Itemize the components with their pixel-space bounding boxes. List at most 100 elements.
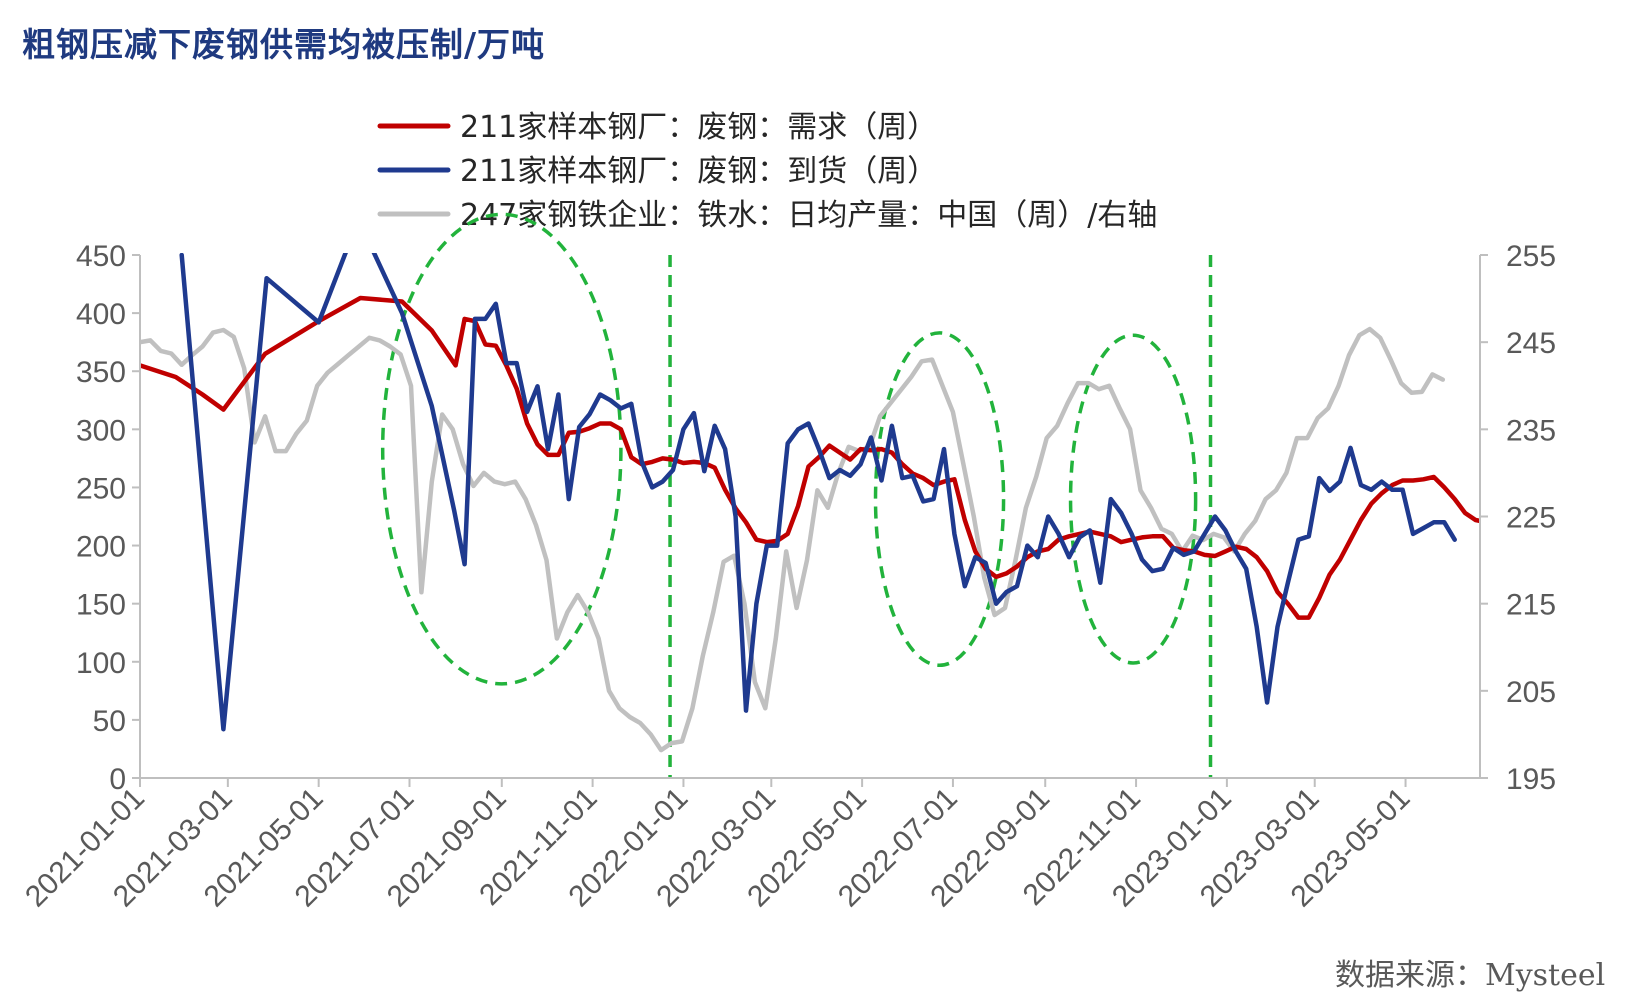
series-point-2	[1107, 384, 1111, 388]
series-point-1	[1275, 625, 1280, 629]
series-point-0	[963, 518, 967, 522]
series-point-1	[1004, 590, 1009, 594]
series-point-1	[400, 311, 404, 315]
series-point-0	[1390, 483, 1394, 487]
series-point-1	[556, 392, 561, 397]
series-point-1	[452, 509, 456, 513]
series-point-0	[661, 456, 665, 460]
series-point-2	[565, 610, 569, 615]
series-point-0	[921, 476, 925, 480]
series-point-2	[1003, 606, 1007, 610]
series-point-1	[1077, 535, 1082, 540]
series-point-0	[263, 352, 267, 356]
series-point-0	[463, 317, 467, 321]
series-point-0	[483, 342, 487, 347]
series-point-1	[1150, 569, 1154, 573]
series-point-1	[608, 398, 613, 402]
series-point-2	[419, 590, 423, 594]
series-point-1	[890, 424, 894, 428]
series-point-1	[1359, 483, 1363, 487]
series-point-0	[713, 466, 717, 470]
series-point-2	[1118, 406, 1122, 410]
series-point-0	[221, 408, 225, 412]
series-point-1	[567, 497, 571, 501]
series-point-2	[294, 432, 298, 436]
series-point-1	[806, 421, 811, 426]
series-point-0	[827, 444, 832, 448]
series-point-1	[963, 584, 967, 588]
series-point-1	[1109, 497, 1113, 501]
series-point-2	[357, 344, 361, 349]
series-point-2	[211, 331, 215, 335]
series-point-0	[1473, 518, 1478, 522]
series-point-1	[629, 402, 633, 406]
series-point-0	[994, 575, 998, 579]
series-point-1	[1192, 549, 1196, 554]
series-point-2	[169, 351, 173, 356]
series-point-0	[1286, 602, 1290, 606]
series-point-2	[909, 375, 913, 379]
series-point-2	[586, 610, 590, 615]
series-point-0	[629, 455, 633, 459]
series-point-0	[608, 421, 613, 426]
series-point-0	[1348, 538, 1353, 542]
legend-label-2: 247家钢铁企业：铁水：日均产量：中国（周）/右轴	[460, 198, 1157, 233]
series-point-1	[317, 320, 321, 324]
series-point-1	[1182, 553, 1186, 557]
series-point-1	[1380, 480, 1384, 484]
series-point-0	[952, 477, 957, 481]
series-point-2	[951, 410, 955, 414]
series-point-1	[952, 532, 957, 536]
series-point-0	[1442, 485, 1446, 489]
series-point-1	[494, 302, 498, 306]
series-point-0	[1265, 569, 1269, 573]
series-point-2	[1305, 436, 1309, 440]
series-point-0	[650, 460, 654, 464]
series-point-2	[774, 636, 778, 641]
series-point-2	[1326, 406, 1330, 410]
series-point-2	[1191, 534, 1195, 538]
series-point-2	[284, 449, 288, 453]
series-point-0	[1119, 540, 1123, 544]
series-point-1	[932, 497, 936, 501]
series-point-2	[961, 462, 966, 466]
series-point-2	[659, 748, 663, 752]
series-point-0	[681, 461, 686, 465]
series-layer	[140, 253, 1498, 753]
series-point-2	[1347, 353, 1351, 357]
series-point-1	[681, 427, 686, 431]
series-point-0	[786, 532, 790, 536]
series-point-1	[1328, 489, 1332, 493]
series-point-1	[900, 476, 904, 480]
series-point-1	[796, 427, 800, 431]
series-point-2	[1274, 488, 1278, 492]
series-point-1	[1411, 532, 1415, 536]
series-point-1	[671, 468, 675, 472]
series-point-0	[1109, 534, 1113, 538]
y-left-tick-label: 300	[76, 414, 126, 447]
series-point-0	[1484, 521, 1487, 524]
series-point-2	[1378, 336, 1382, 340]
y-left-tick-label: 250	[76, 472, 126, 505]
series-point-0	[1453, 497, 1457, 501]
series-point-2	[1076, 381, 1080, 385]
series-point-2	[430, 480, 434, 484]
y-right-tick-label: 245	[1506, 327, 1556, 360]
series-point-2	[242, 366, 246, 370]
dashed-ellipse	[1068, 333, 1198, 665]
series-point-0	[754, 538, 759, 542]
series-point-2	[732, 554, 736, 558]
series-point-0	[1495, 521, 1498, 524]
series-point-1	[859, 462, 863, 466]
y-left-tick-label: 100	[76, 647, 126, 680]
y-left-tick-label: 150	[76, 589, 126, 622]
series-point-2	[815, 488, 820, 492]
series-point-2	[367, 336, 371, 340]
series-point-2	[638, 721, 642, 725]
series-point-1	[765, 544, 769, 548]
series-point-0	[1463, 511, 1467, 515]
series-point-0	[546, 453, 550, 457]
series-point-2	[920, 359, 924, 363]
series-point-0	[1150, 534, 1154, 538]
